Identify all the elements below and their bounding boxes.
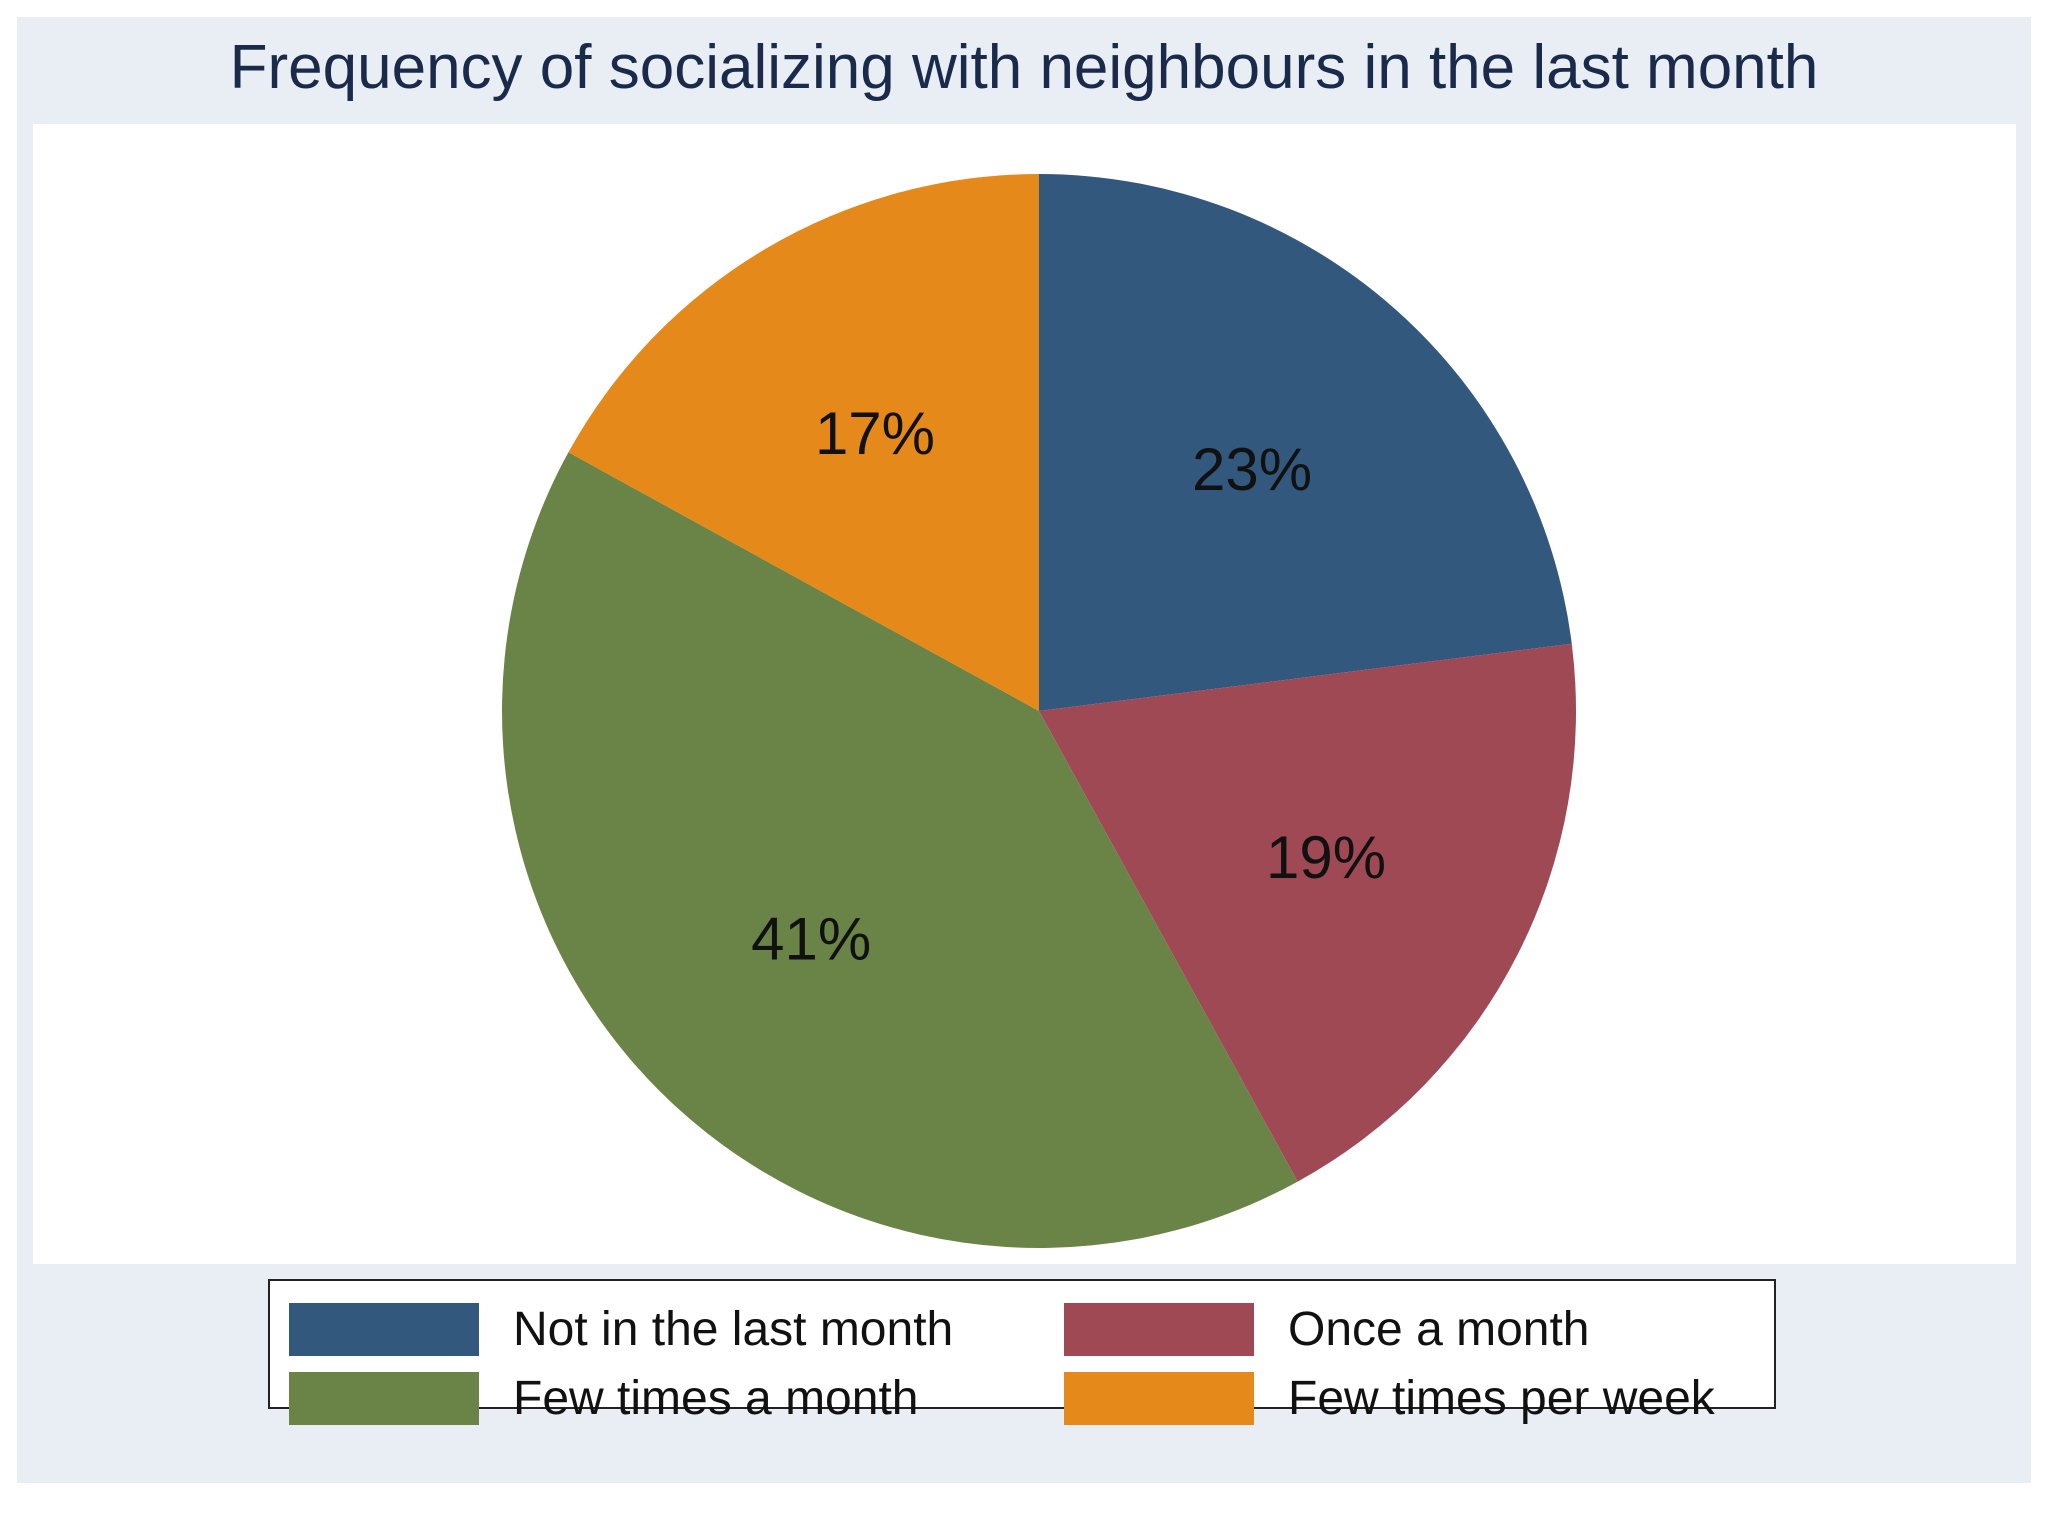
legend-label-2: Once a month xyxy=(1288,1302,1590,1356)
legend-swatch-1 xyxy=(289,1302,479,1356)
legend: Not in the last month Once a month Few tim… xyxy=(268,1279,1776,1425)
pie-slice-2 xyxy=(1039,643,1576,1182)
slice-value-label-3: 41% xyxy=(751,905,871,972)
legend-swatch-2 xyxy=(1064,1302,1254,1356)
legend-item-3: Few times a month xyxy=(289,1370,918,1426)
legend-swatch-4 xyxy=(1064,1371,1254,1425)
slice-value-label-2: 19% xyxy=(1266,824,1386,891)
legend-item-1: Not in the last month xyxy=(289,1301,953,1357)
chart-title: Frequency of socializing with neighbours… xyxy=(229,33,1819,102)
slice-value-label-1: 23% xyxy=(1192,436,1312,503)
legend-swatch-3 xyxy=(289,1371,479,1425)
legend-label-3: Few times a month xyxy=(513,1371,919,1425)
chart-frame: Frequency of socializing with neighbours… xyxy=(17,17,2031,1483)
pie-chart: 23% 19% 41% 17% xyxy=(501,174,1576,1248)
plot-region: 23% 19% 41% 17% xyxy=(33,124,2016,1264)
pie-slice-1 xyxy=(1039,174,1572,711)
legend-item-4: Few times per week xyxy=(1064,1370,1715,1426)
legend-label-4: Few times per week xyxy=(1288,1371,1715,1425)
pie-slice-3 xyxy=(501,452,1298,1248)
legend-label-1: Not in the last month xyxy=(513,1302,954,1356)
pie-slice-4 xyxy=(568,174,1039,711)
slice-value-label-4: 17% xyxy=(815,400,935,467)
legend-item-2: Once a month xyxy=(1064,1301,1590,1357)
